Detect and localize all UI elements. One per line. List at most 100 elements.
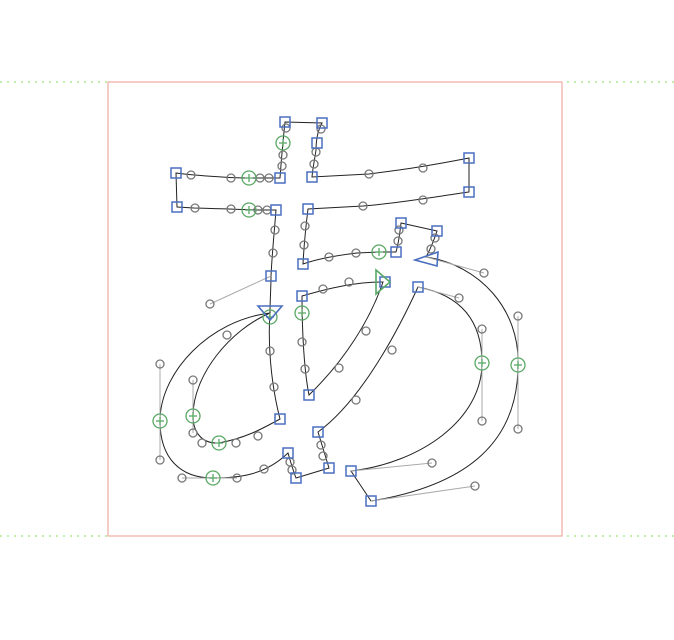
corner-point[interactable] <box>274 172 286 184</box>
offcurve-point[interactable] <box>479 268 489 278</box>
offcurve-point[interactable] <box>418 195 428 205</box>
offcurve-point[interactable] <box>364 169 374 179</box>
corner-point[interactable] <box>316 117 328 129</box>
offcurve-point[interactable] <box>344 277 354 287</box>
glyph-outline[interactable] <box>159 121 519 502</box>
offcurve-point[interactable] <box>231 438 241 448</box>
offcurve-point[interactable] <box>351 395 361 405</box>
offcurve-point[interactable] <box>186 170 196 180</box>
offcurve-points[interactable] <box>155 123 523 491</box>
offcurve-point[interactable] <box>316 124 326 134</box>
offcurve-point[interactable] <box>477 324 487 334</box>
offcurve-point[interactable] <box>318 284 328 294</box>
offcurve-point[interactable] <box>470 481 480 491</box>
offcurve-point[interactable] <box>259 464 269 474</box>
offcurve-point[interactable] <box>265 346 275 356</box>
corner-point[interactable] <box>323 462 335 474</box>
offcurve-point[interactable] <box>268 248 278 258</box>
offcurve-point[interactable] <box>300 364 310 374</box>
offcurve-point[interactable] <box>188 428 198 438</box>
smooth-point[interactable] <box>241 170 257 186</box>
corner-point[interactable] <box>311 137 323 149</box>
start-points[interactable] <box>256 250 439 322</box>
smooth-points[interactable] <box>152 135 526 486</box>
corner-point[interactable] <box>306 171 318 183</box>
offcurve-point[interactable] <box>277 161 287 171</box>
offcurve-point[interactable] <box>299 240 309 250</box>
corner-point[interactable] <box>412 281 424 293</box>
start-point-triangle[interactable] <box>256 305 284 322</box>
smooth-point[interactable] <box>211 435 227 451</box>
offcurve-point[interactable] <box>155 359 165 369</box>
offcurve-point[interactable] <box>253 431 263 441</box>
offcurve-point[interactable] <box>188 375 198 385</box>
smooth-point[interactable] <box>510 357 526 373</box>
corner-point[interactable] <box>395 217 407 229</box>
corner-point[interactable] <box>390 246 402 258</box>
offcurve-point[interactable] <box>222 330 232 340</box>
smooth-point[interactable] <box>241 202 257 218</box>
corner-point[interactable] <box>274 413 286 425</box>
smooth-point[interactable] <box>205 470 221 486</box>
offcurve-point[interactable] <box>316 440 326 450</box>
offcurve-point[interactable] <box>394 225 404 235</box>
offcurve-point[interactable] <box>264 173 274 183</box>
corner-point[interactable] <box>265 270 277 282</box>
offcurve-point[interactable] <box>427 458 437 468</box>
offcurve-point[interactable] <box>324 252 334 262</box>
corner-point[interactable] <box>431 225 443 237</box>
offcurve-point[interactable] <box>177 473 187 483</box>
offcurve-point[interactable] <box>226 173 236 183</box>
corner-point[interactable] <box>170 167 182 179</box>
corner-point[interactable] <box>171 201 183 213</box>
offcurve-point[interactable] <box>426 244 436 254</box>
offcurve-point[interactable] <box>205 299 215 309</box>
corner-point[interactable] <box>302 203 314 215</box>
smooth-point[interactable] <box>275 135 291 151</box>
corner-point[interactable] <box>463 186 475 198</box>
corner-point[interactable] <box>297 258 309 270</box>
offcurve-point[interactable] <box>278 150 288 160</box>
corner-point[interactable] <box>463 152 475 164</box>
offcurve-point[interactable] <box>232 473 242 483</box>
offcurve-point[interactable] <box>513 311 523 321</box>
offcurve-point[interactable] <box>226 204 236 214</box>
contour-crossbar-stem[interactable] <box>159 121 519 502</box>
offcurve-point[interactable] <box>309 159 319 169</box>
offcurve-point[interactable] <box>281 123 291 133</box>
offcurve-point[interactable] <box>287 465 297 475</box>
offcurve-point[interactable] <box>297 337 307 347</box>
corner-point[interactable] <box>345 465 357 477</box>
offcurve-point[interactable] <box>155 455 165 465</box>
contour-inner-loop[interactable] <box>192 312 281 444</box>
offcurve-point[interactable] <box>300 221 310 231</box>
smooth-point[interactable] <box>185 408 201 424</box>
offcurve-point[interactable] <box>270 225 280 235</box>
offcurve-point[interactable] <box>393 236 403 246</box>
corner-point[interactable] <box>365 495 377 507</box>
offcurve-point[interactable] <box>197 438 207 448</box>
offcurve-point[interactable] <box>361 326 371 336</box>
offcurve-point[interactable] <box>334 363 344 373</box>
corner-point[interactable] <box>303 389 315 401</box>
corner-point[interactable] <box>290 472 302 484</box>
offcurve-point[interactable] <box>454 293 464 303</box>
corner-point[interactable] <box>312 426 324 438</box>
start-point-triangle[interactable] <box>375 268 392 296</box>
smooth-point[interactable] <box>474 355 490 371</box>
smooth-point[interactable] <box>294 305 310 321</box>
offcurve-point[interactable] <box>418 163 428 173</box>
start-point-triangle[interactable] <box>412 250 439 268</box>
offcurve-point[interactable] <box>387 345 397 355</box>
offcurve-point[interactable] <box>318 451 328 461</box>
corner-point[interactable] <box>282 447 294 459</box>
corner-point[interactable] <box>296 290 308 302</box>
offcurve-point[interactable] <box>477 416 487 426</box>
offcurve-point[interactable] <box>513 424 523 434</box>
corner-point[interactable] <box>270 204 282 216</box>
smooth-point[interactable] <box>152 413 168 429</box>
contour-inner-leaf[interactable] <box>301 281 384 396</box>
offcurve-point[interactable] <box>430 233 440 243</box>
